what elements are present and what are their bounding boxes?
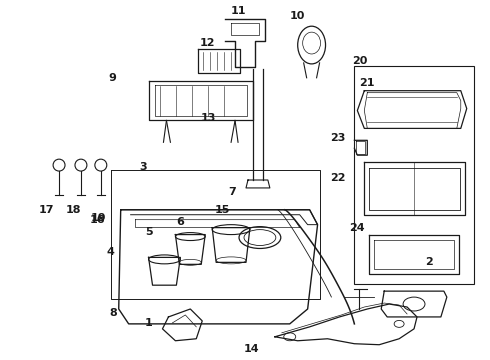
Text: 22: 22 xyxy=(330,173,345,183)
Text: 21: 21 xyxy=(360,78,375,88)
Text: 14: 14 xyxy=(244,344,260,354)
Text: 17: 17 xyxy=(38,205,54,215)
Text: 6: 6 xyxy=(176,217,184,227)
Text: 13: 13 xyxy=(200,113,216,123)
Text: 18: 18 xyxy=(65,205,81,215)
Text: 5: 5 xyxy=(145,226,152,237)
Text: 10: 10 xyxy=(290,11,305,21)
Text: 2: 2 xyxy=(425,257,433,267)
Text: 4: 4 xyxy=(107,247,115,257)
Text: 23: 23 xyxy=(330,133,345,143)
Text: 11: 11 xyxy=(230,6,246,16)
Bar xyxy=(354,66,474,284)
Text: 3: 3 xyxy=(140,162,147,172)
Text: 9: 9 xyxy=(109,73,117,83)
Text: 12: 12 xyxy=(199,38,215,48)
Text: 7: 7 xyxy=(228,187,236,197)
Text: 1: 1 xyxy=(145,318,152,328)
Text: 15: 15 xyxy=(215,205,230,215)
Text: 24: 24 xyxy=(349,222,365,233)
Text: 8: 8 xyxy=(109,308,117,318)
Text: 19: 19 xyxy=(91,213,107,223)
Text: 16: 16 xyxy=(90,215,106,225)
Text: 20: 20 xyxy=(352,56,367,66)
